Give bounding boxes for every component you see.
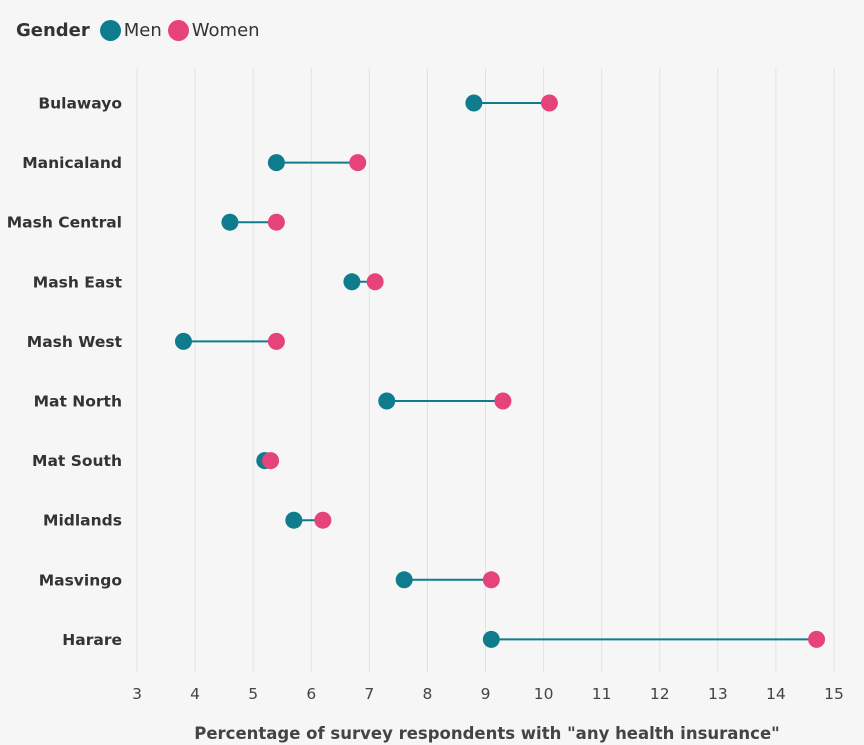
category-label-mash-west: Mash West <box>27 333 123 351</box>
x-tick-label-15: 15 <box>824 685 844 703</box>
legend-swatch-men <box>99 19 121 41</box>
x-tick-label-4: 4 <box>190 685 200 703</box>
point-men-mat-north <box>378 392 396 410</box>
category-label-harare: Harare <box>62 631 122 649</box>
x-tick-label-13: 13 <box>708 685 728 703</box>
point-men-manicaland <box>267 154 285 172</box>
x-tick-label-11: 11 <box>592 685 612 703</box>
x-tick-label-8: 8 <box>422 685 432 703</box>
point-women-mat-south <box>262 452 280 470</box>
x-tick-label-14: 14 <box>766 685 786 703</box>
legend-swatch-women <box>167 19 189 41</box>
point-women-harare <box>808 630 826 648</box>
point-women-midlands <box>314 511 332 529</box>
point-women-masvingo <box>482 571 500 589</box>
x-tick-label-10: 10 <box>534 685 554 703</box>
legend-item-women[interactable]: Women <box>167 19 260 41</box>
category-label-bulawayo: Bulawayo <box>38 95 122 113</box>
x-tick-label-5: 5 <box>248 685 258 703</box>
legend-item-men[interactable]: Men <box>99 19 162 41</box>
point-men-bulawayo <box>465 94 483 112</box>
point-men-mash-west <box>174 332 192 350</box>
point-men-midlands <box>285 511 303 529</box>
category-label-midlands: Midlands <box>43 512 122 530</box>
x-tick-label-3: 3 <box>132 685 142 703</box>
point-women-manicaland <box>349 154 367 172</box>
point-men-mash-central <box>221 213 239 231</box>
point-women-mat-north <box>494 392 512 410</box>
point-women-bulawayo <box>540 94 558 112</box>
category-label-mat-north: Mat North <box>34 393 122 411</box>
point-men-mash-east <box>343 273 361 291</box>
point-women-mash-east <box>366 273 384 291</box>
point-men-masvingo <box>395 571 413 589</box>
category-label-masvingo: Masvingo <box>39 571 122 589</box>
x-tick-label-7: 7 <box>364 685 374 703</box>
category-label-mash-central: Mash Central <box>7 214 122 232</box>
category-label-mash-east: Mash East <box>33 273 123 291</box>
x-tick-label-9: 9 <box>481 685 491 703</box>
legend-label-women: Women <box>191 19 260 41</box>
point-women-mash-west <box>267 332 285 350</box>
x-tick-label-6: 6 <box>306 685 316 703</box>
x-axis-title: Percentage of survey respondents with "a… <box>194 724 779 743</box>
legend-title: Gender <box>16 19 90 41</box>
category-label-mat-south: Mat South <box>32 452 122 470</box>
point-women-mash-central <box>267 213 285 231</box>
legend: Gender Men Women <box>16 17 266 43</box>
category-label-manicaland: Manicaland <box>22 154 122 172</box>
point-men-harare <box>482 630 500 648</box>
legend-label-men: Men <box>123 19 162 41</box>
x-tick-label-12: 12 <box>650 685 670 703</box>
